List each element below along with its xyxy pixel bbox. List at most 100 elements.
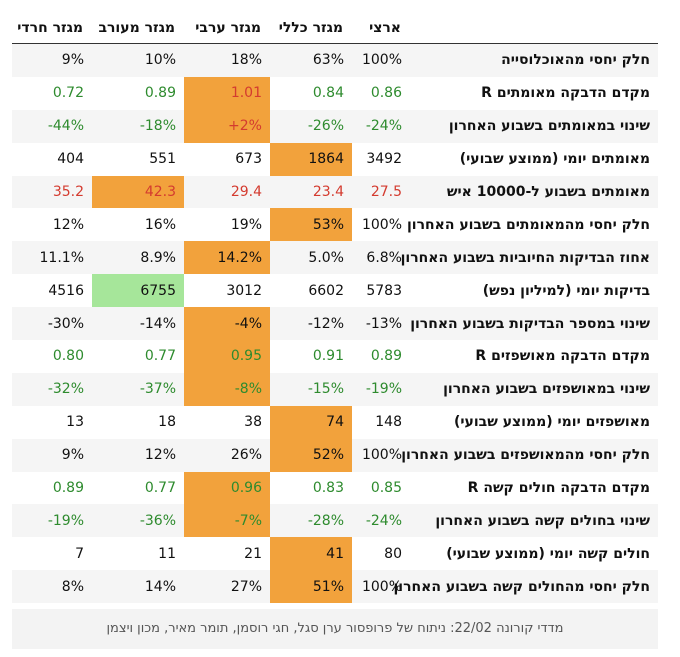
cell: 8.9% [92, 241, 184, 275]
cell: 100% [352, 208, 410, 242]
table-row: 35.2 42.3 29.4 23.4 27.5 מאומתים בשבוע ל… [12, 175, 658, 209]
cell: -12% [270, 307, 352, 341]
source-caption: מדדי קורונה 22/02: ניתוח של פרופסור ערן … [12, 609, 658, 649]
row-label: מאומתים בשבוע ל-10000 איש [410, 175, 658, 209]
cell: 3492 [352, 142, 410, 176]
cell: -15% [270, 372, 352, 406]
cell: -14% [92, 307, 184, 341]
table-row: -32% -37% -8% -15% -19% שינוי במאושפזים … [12, 372, 658, 406]
cell: 0.96 [184, 471, 270, 505]
cell: -8% [184, 372, 270, 406]
table-row: 0.72 0.89 1.01 0.84 0.86 מקדם הדבקה מאומ… [12, 76, 658, 110]
cell: 6.8% [352, 241, 410, 275]
cell: 551 [92, 142, 184, 176]
row-label: אחוז הבדיקות החיוביות בשבוע האחרון [401, 241, 658, 275]
cell: 51% [270, 570, 352, 604]
data-table-wrapper: מגזר חרדי מגזר מעורב מגזר ערבי מגזר כללי… [12, 12, 658, 604]
header-label [410, 12, 658, 44]
cell: 23.4 [270, 175, 352, 209]
table-row: -19% -36% -7% -28% -24% שינוי בחולים קשה… [12, 504, 658, 538]
cell: -36% [92, 504, 184, 538]
cell: -18% [92, 109, 184, 143]
cell: 7 [12, 537, 92, 571]
cell: 14% [92, 570, 184, 604]
cell: 11 [92, 537, 184, 571]
table-row: 11.1% 8.9% 14.2% 5.0% 6.8% אחוז הבדיקות … [12, 241, 658, 275]
cell: -19% [12, 504, 92, 538]
cell: -44% [12, 109, 92, 143]
row-label: מקדם הדבקה מאומתים R [410, 76, 658, 110]
cell: 14.2% [184, 241, 270, 275]
cell: 27.5 [352, 175, 410, 209]
cell: 63% [270, 43, 352, 77]
row-label: מקדם הדבקה חולים קשה R [410, 471, 658, 505]
table-row: 4516 6755 3012 6602 5783 בדיקות יומי (למ… [12, 274, 658, 308]
cell: 10% [92, 43, 184, 77]
cell: 18% [184, 43, 270, 77]
cell: 0.77 [92, 471, 184, 505]
cell: 35.2 [12, 175, 92, 209]
cell: 5.0% [270, 241, 352, 275]
cell: 0.77 [92, 340, 184, 373]
cell: 74 [270, 405, 352, 439]
cell: -24% [352, 504, 410, 538]
cell: 0.85 [352, 471, 410, 505]
cell: 673 [184, 142, 270, 176]
cell: 52% [270, 438, 352, 472]
row-label: שינוי בחולים קשה בשבוע האחרון [410, 504, 658, 538]
row-label: חולים קשה יומי (ממוצע שבועי) [410, 537, 658, 571]
cell: 6602 [270, 274, 352, 308]
cell: 38 [184, 405, 270, 439]
cell: 4516 [12, 274, 92, 308]
cell: -37% [92, 372, 184, 406]
cell: 53% [270, 208, 352, 242]
cell: 27% [184, 570, 270, 604]
cell: -28% [270, 504, 352, 538]
cell: 19% [184, 208, 270, 242]
row-label: חלק יחסי מהחולים קשה בשבוע האחרון [394, 570, 658, 604]
cell: 0.72 [12, 76, 92, 110]
table-row: 9% 12% 26% 52% 100% חלק יחסי מהמאושפזים … [12, 438, 658, 472]
cell: -30% [12, 307, 92, 341]
header-row: מגזר חרדי מגזר מעורב מגזר ערבי מגזר כללי… [12, 12, 658, 44]
table-row: 12% 16% 19% 53% 100% חלק יחסי מהמאומתים … [12, 208, 658, 242]
cell: -32% [12, 372, 92, 406]
cell: 0.80 [12, 340, 92, 373]
table-row: 9% 10% 18% 63% 100% חלק יחסי מהאוכלוסייה [12, 43, 658, 77]
corona-metrics-table: מגזר חרדי מגזר מעורב מגזר ערבי מגזר כללי… [12, 12, 658, 604]
cell: -24% [352, 109, 410, 143]
row-label: בדיקות יומי (למיליון נפש) [410, 274, 658, 308]
cell: -13% [352, 307, 410, 341]
cell: 100% [352, 43, 410, 77]
cell: 6755 [92, 274, 184, 308]
cell: 42.3 [92, 175, 184, 209]
cell: 9% [12, 438, 92, 472]
cell: 18 [92, 405, 184, 439]
table-row: -44% -18% +2% -26% -24% שינוי במאומתים ב… [12, 109, 658, 143]
row-label: שינוי במאומתים בשבוע האחרון [410, 109, 658, 143]
cell: 0.95 [184, 340, 270, 373]
cell: 26% [184, 438, 270, 472]
cell: 9% [12, 43, 92, 77]
cell: 0.84 [270, 76, 352, 110]
cell: -19% [352, 372, 410, 406]
cell: 0.83 [270, 471, 352, 505]
table-row: 404 551 673 1864 3492 מאומתים יומי (ממוצ… [12, 142, 658, 176]
cell: +2% [184, 109, 270, 143]
row-label: שינוי במספר הבדיקות בשבוע האחרון [410, 307, 658, 341]
cell: 0.86 [352, 76, 410, 110]
cell: 3012 [184, 274, 270, 308]
table-row: 7 11 21 41 80 חולים קשה יומי (ממוצע שבוע… [12, 537, 658, 571]
cell: 11.1% [12, 241, 92, 275]
row-label: חלק יחסי מהמאושפזים בשבוע האחרון [401, 438, 658, 472]
cell: -7% [184, 504, 270, 538]
cell: 13 [12, 405, 92, 439]
cell: 1.01 [184, 76, 270, 110]
cell: 100% [352, 570, 410, 604]
cell: 16% [92, 208, 184, 242]
cell: 404 [12, 142, 92, 176]
cell: 0.89 [12, 471, 92, 505]
cell: 8% [12, 570, 92, 604]
cell: 100% [352, 438, 410, 472]
row-label: חלק יחסי מהמאומתים בשבוע האחרון [407, 208, 658, 242]
